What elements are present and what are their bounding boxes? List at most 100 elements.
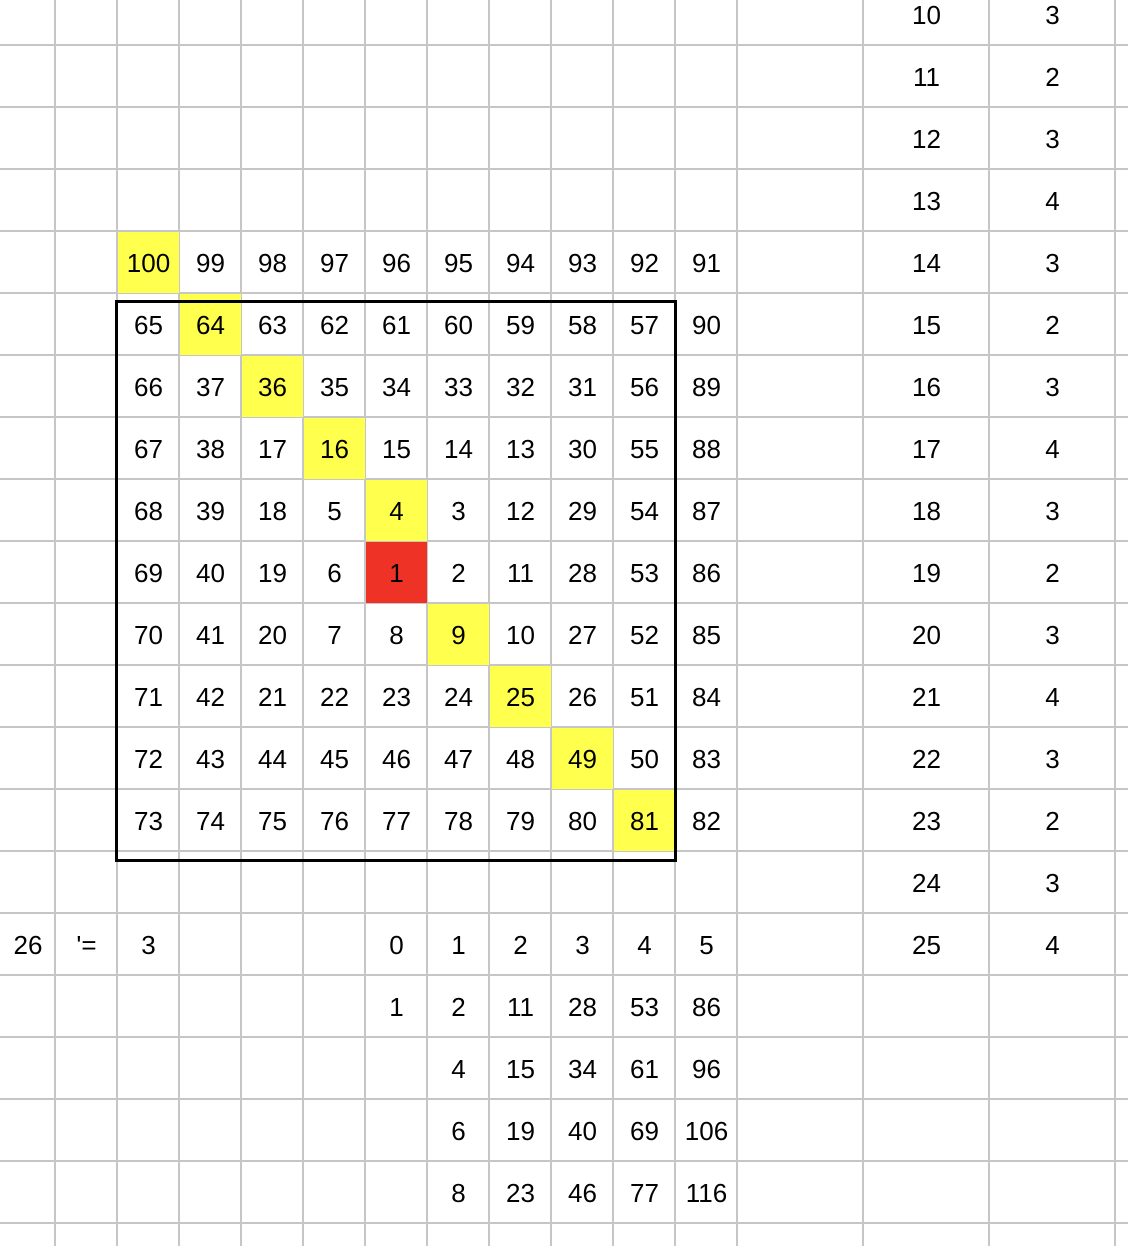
spiral-cell[interactable]: 58 — [568, 309, 597, 340]
spiral-cell[interactable]: 20 — [258, 619, 287, 650]
distance-d-cell[interactable]: 4 — [1045, 929, 1060, 960]
spiral-cell[interactable]: 84 — [692, 681, 721, 712]
distance-d-cell[interactable]: 3 — [1045, 371, 1060, 402]
formula-input-cell[interactable]: 26 — [13, 929, 43, 960]
distance-n-cell[interactable]: 21 — [912, 681, 941, 712]
spiral-cell[interactable]: 66 — [134, 371, 163, 402]
spiral-cell[interactable]: 93 — [568, 247, 597, 278]
spiral-cell[interactable]: 18 — [258, 495, 287, 526]
spiral-cell[interactable]: 60 — [444, 309, 473, 340]
distance-d-cell[interactable]: 2 — [1045, 805, 1060, 836]
spiral-cell[interactable]: 8 — [389, 619, 404, 650]
spiral-cell[interactable]: 3 — [451, 495, 466, 526]
index-header-cell[interactable]: 1 — [451, 929, 466, 960]
spiral-cell[interactable]: 9 — [428, 604, 489, 665]
spiral-cell[interactable]: 41 — [196, 619, 225, 650]
spiral-cell[interactable]: 27 — [568, 619, 597, 650]
index-table-cell[interactable]: 77 — [630, 1177, 659, 1208]
spiral-cell[interactable]: 22 — [320, 681, 349, 712]
spiral-cell[interactable]: 49 — [552, 728, 613, 789]
spiral-cell[interactable]: 39 — [196, 495, 225, 526]
spiral-cell[interactable]: 88 — [692, 433, 721, 464]
index-table-cell[interactable]: 86 — [692, 991, 721, 1022]
spiral-cell[interactable]: 87 — [692, 495, 721, 526]
spiral-cell[interactable]: 11 — [507, 557, 534, 588]
spiral-cell[interactable]: 44 — [258, 743, 287, 774]
spiral-cell[interactable]: 1 — [366, 542, 427, 603]
spiral-cell[interactable]: 32 — [506, 371, 535, 402]
index-header-cell[interactable]: 4 — [637, 929, 652, 960]
spiral-cell[interactable]: 23 — [382, 681, 411, 712]
spiral-cell[interactable]: 19 — [258, 557, 287, 588]
spiral-cell[interactable]: 54 — [630, 495, 659, 526]
spiral-cell[interactable]: 48 — [506, 743, 535, 774]
distance-n-cell[interactable]: 10 — [912, 0, 941, 30]
index-header-cell[interactable]: 2 — [513, 929, 528, 960]
distance-n-cell[interactable]: 19 — [912, 557, 941, 588]
spiral-cell[interactable]: 10 — [506, 619, 535, 650]
spiral-cell[interactable]: 56 — [630, 371, 659, 402]
distance-n-cell[interactable]: 12 — [912, 123, 941, 154]
spiral-cell[interactable]: 35 — [320, 371, 349, 402]
spiral-cell[interactable]: 55 — [630, 433, 659, 464]
spiral-cell[interactable]: 30 — [568, 433, 597, 464]
distance-n-cell[interactable]: 13 — [912, 185, 941, 216]
distance-d-cell[interactable]: 2 — [1045, 309, 1060, 340]
index-table-cell[interactable]: 4 — [451, 1053, 466, 1084]
spiral-cell[interactable]: 38 — [196, 433, 225, 464]
spiral-cell[interactable]: 78 — [444, 805, 473, 836]
spiral-cell[interactable]: 85 — [692, 619, 721, 650]
spiral-cell[interactable]: 24 — [444, 681, 473, 712]
index-table-cell[interactable]: 8 — [451, 1177, 466, 1208]
distance-d-cell[interactable]: 3 — [1045, 123, 1060, 154]
spiral-cell[interactable]: 13 — [506, 433, 535, 464]
spiral-cell[interactable]: 73 — [134, 805, 163, 836]
spiral-cell[interactable]: 99 — [196, 247, 225, 278]
spiral-cell[interactable]: 76 — [320, 805, 349, 836]
spiral-cell[interactable]: 80 — [568, 805, 597, 836]
index-table-cell[interactable]: 11 — [507, 991, 534, 1022]
index-table-cell[interactable]: 23 — [506, 1177, 535, 1208]
index-table-cell[interactable]: 61 — [630, 1053, 659, 1084]
spiral-cell[interactable]: 6 — [327, 557, 342, 588]
spiral-cell[interactable]: 46 — [382, 743, 411, 774]
spiral-cell[interactable]: 25 — [490, 666, 551, 727]
index-table-cell[interactable]: 2 — [451, 991, 466, 1022]
distance-d-cell[interactable]: 3 — [1045, 867, 1060, 898]
spiral-cell[interactable]: 86 — [692, 557, 721, 588]
spiral-cell[interactable]: 81 — [614, 790, 675, 851]
index-table-cell[interactable]: 19 — [506, 1115, 535, 1146]
index-table-cell[interactable]: 28 — [568, 991, 597, 1022]
distance-d-cell[interactable]: 3 — [1045, 495, 1060, 526]
spiral-cell[interactable]: 91 — [692, 247, 721, 278]
spiral-cell[interactable]: 71 — [134, 681, 163, 712]
spiral-cell[interactable]: 21 — [258, 681, 287, 712]
distance-n-cell[interactable]: 14 — [912, 247, 941, 278]
spiral-cell[interactable]: 43 — [196, 743, 225, 774]
spiral-cell[interactable]: 97 — [320, 247, 349, 278]
spiral-cell[interactable]: 64 — [180, 294, 241, 355]
spiral-cell[interactable]: 83 — [692, 743, 721, 774]
distance-d-cell[interactable]: 4 — [1045, 681, 1060, 712]
distance-d-cell[interactable]: 3 — [1045, 743, 1060, 774]
distance-n-cell[interactable]: 20 — [912, 619, 941, 650]
distance-n-cell[interactable]: 11 — [913, 61, 940, 92]
spiral-cell[interactable]: 47 — [444, 743, 473, 774]
distance-n-cell[interactable]: 24 — [912, 867, 941, 898]
spiral-cell[interactable]: 100 — [118, 232, 179, 293]
index-table-cell[interactable]: 116 — [685, 1177, 728, 1208]
spiral-cell[interactable]: 57 — [630, 309, 659, 340]
distance-n-cell[interactable]: 25 — [912, 929, 941, 960]
spiral-cell[interactable]: 65 — [134, 309, 163, 340]
index-table-cell[interactable]: 40 — [568, 1115, 597, 1146]
spiral-cell[interactable]: 53 — [630, 557, 659, 588]
formula-operator-cell[interactable]: '= — [76, 929, 97, 960]
spiral-cell[interactable]: 37 — [196, 371, 225, 402]
spiral-cell[interactable]: 5 — [327, 495, 342, 526]
spiral-cell[interactable]: 62 — [320, 309, 349, 340]
index-table-cell[interactable]: 46 — [568, 1177, 597, 1208]
spiral-cell[interactable]: 34 — [382, 371, 411, 402]
index-header-cell[interactable]: 0 — [389, 929, 404, 960]
distance-n-cell[interactable]: 16 — [912, 371, 941, 402]
index-table-cell[interactable]: 106 — [684, 1115, 729, 1146]
